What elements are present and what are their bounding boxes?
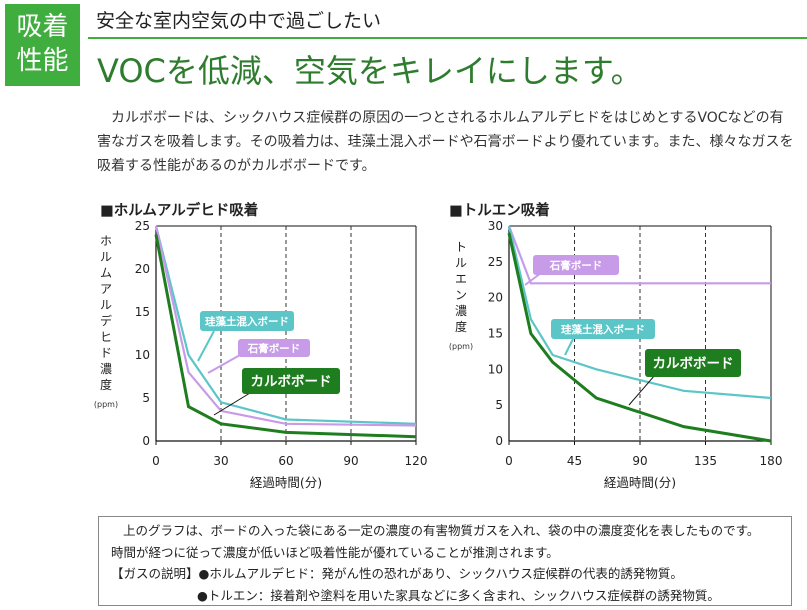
y-tick-label: 15 (135, 305, 150, 319)
note-line-4: ●トルエン：接着剤や塗料を用いた家具などに多く含まれ、シックハウス症候群の誘発物… (197, 587, 720, 603)
y-axis-label-char: ヒ (100, 330, 112, 344)
y-axis-label-char: ト (455, 240, 467, 254)
callout-box (533, 255, 619, 275)
x-tick-label: 90 (632, 454, 647, 468)
y-axis-label-char: ル (100, 298, 112, 312)
x-tick-label: 0 (505, 454, 513, 468)
page-subtitle: 安全な室内空気の中で過ごしたい (96, 10, 382, 32)
callout-label: 珪藻土混入ボード (561, 323, 645, 336)
y-tick-label: 0 (142, 434, 150, 448)
callout-pointer (564, 338, 574, 356)
x-tick-label: 60 (278, 454, 293, 468)
callout-label: 石膏ボード (247, 342, 301, 355)
chart2-title: ■トルエン吸着 (449, 203, 550, 219)
y-axis-label-char: 度 (455, 319, 467, 334)
y-tick-label: 0 (495, 434, 503, 448)
series-line (507, 225, 772, 400)
x-axis-label: 経過時間(分) (604, 475, 676, 490)
note-line-2: 時間が経つに従って濃度が低いほど吸着性能が優れていることが推測されます。 (111, 544, 559, 560)
y-tick-label: 5 (495, 398, 503, 412)
y-axis-label-char: ホ (100, 234, 112, 248)
badge-line-2: 性能 (16, 46, 69, 76)
y-axis-label-char: 濃 (100, 362, 112, 376)
y-axis-label-char: ン (455, 288, 467, 302)
callout-label: カルボボード (653, 356, 734, 372)
callout-label: 石膏ボード (549, 259, 603, 272)
y-axis-label-char: 濃 (455, 304, 467, 318)
callout-box (551, 319, 655, 339)
series-line (154, 225, 417, 425)
x-tick-label: 0 (152, 454, 160, 468)
x-axis-label: 経過時間(分) (250, 475, 322, 490)
title-divider (88, 37, 807, 39)
chart1-title: ■ホルムアルデヒド吸着 (100, 203, 259, 219)
callout-pointer (207, 354, 241, 374)
y-axis-unit: (ppm) (449, 342, 473, 351)
intro-paragraph: カルボボードは、シックハウス症候群の原因の一つとされるホルムアルデヒドをはじめと… (97, 110, 794, 174)
y-axis-label-char: エ (455, 272, 467, 286)
y-axis-label-char: ル (455, 256, 467, 270)
callout-label: カルボボード (251, 374, 332, 390)
y-axis-label-char: ル (100, 250, 112, 264)
y-tick-label: 30 (488, 219, 503, 233)
y-axis-label-char: ア (100, 282, 112, 296)
callout-pointer (628, 374, 656, 406)
y-tick-label: 25 (488, 255, 503, 269)
y-tick-label: 20 (135, 262, 150, 276)
explanation-box: 上のグラフは、ボードの入った袋にある一定の濃度の有害物質ガスを入れ、袋の中の濃度… (98, 516, 792, 606)
x-tick-label: 180 (760, 454, 783, 468)
callout-box (200, 311, 294, 331)
series-line (507, 232, 772, 443)
x-tick-label: 120 (405, 454, 428, 468)
y-axis-label-char: 度 (100, 377, 112, 392)
callout-pointer (197, 330, 215, 362)
x-tick-label: 135 (694, 454, 717, 468)
series-line (507, 225, 771, 285)
note-line-3: 【ガスの説明】●ホルムアルデヒド：発がん性の恐れがあり、シックハウス症候群の代表… (111, 566, 683, 581)
note-line-1: 上のグラフは、ボードの入った袋にある一定の濃度の有害物質ガスを入れ、袋の中の濃度… (123, 523, 760, 538)
callout-box (238, 339, 310, 357)
callout-box (242, 368, 340, 394)
callout-pointer (213, 392, 251, 416)
x-tick-label: 30 (213, 454, 228, 468)
y-tick-label: 10 (488, 362, 503, 376)
callout-box (645, 349, 741, 377)
y-tick-label: 10 (135, 348, 150, 362)
y-tick-label: 15 (488, 327, 503, 341)
y-tick-label: 20 (488, 291, 503, 305)
series-line (154, 234, 417, 439)
x-tick-label: 45 (567, 454, 582, 468)
x-tick-label: 90 (343, 454, 358, 468)
badge-line-1: 吸着 (16, 12, 69, 42)
y-axis-label-char: ド (100, 346, 112, 360)
y-tick-label: 25 (135, 219, 150, 233)
page-title: VOCを低減、空気をキレイにします。 (97, 52, 643, 90)
y-tick-label: 5 (142, 391, 150, 405)
y-axis-label-char: デ (100, 313, 112, 328)
y-axis-label-char: ム (100, 266, 112, 280)
formaldehyde-chart: 0 30 60 90 1200510152025ホルムアルデヒド濃度(ppm)経過時間(… (94, 219, 428, 490)
callout-label: 珪藻土混入ボード (205, 315, 289, 328)
category-badge: 吸着 性能 (5, 4, 80, 86)
y-axis-unit: (ppm) (94, 400, 118, 409)
